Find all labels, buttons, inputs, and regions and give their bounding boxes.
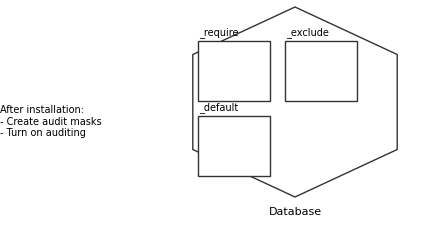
Text: _require: _require bbox=[199, 27, 238, 38]
Bar bbox=[285, 42, 357, 101]
Text: After installation:
- Create audit masks
- Turn on auditing: After installation: - Create audit masks… bbox=[0, 105, 102, 138]
Bar bbox=[198, 42, 270, 101]
Text: _exclude: _exclude bbox=[286, 27, 329, 38]
Text: Database: Database bbox=[268, 206, 322, 216]
Bar bbox=[198, 117, 270, 176]
Text: _default: _default bbox=[199, 102, 238, 112]
Polygon shape bbox=[193, 8, 397, 197]
